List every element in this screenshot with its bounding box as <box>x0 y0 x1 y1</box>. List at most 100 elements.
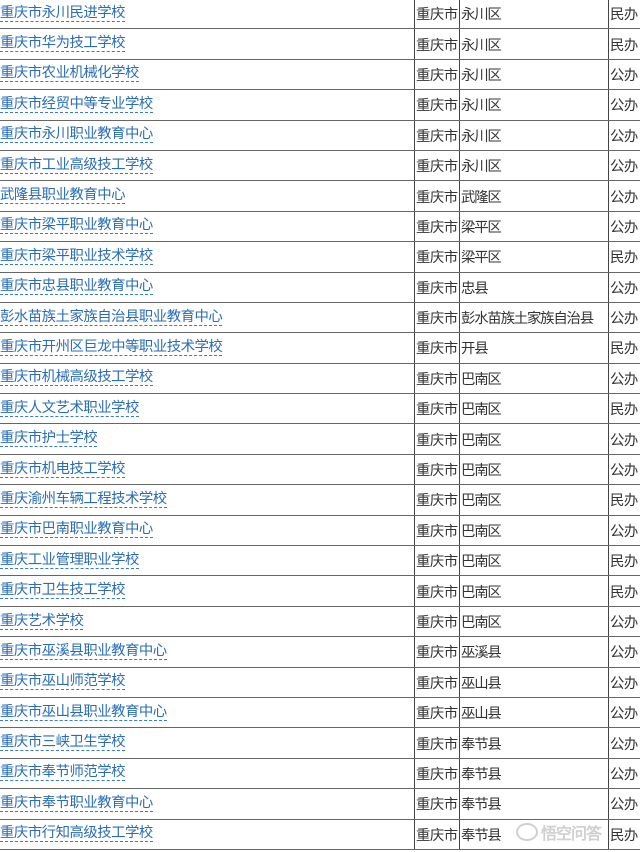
city-cell: 重庆市 <box>414 546 459 576</box>
type-cell: 公办 <box>608 90 640 120</box>
table-row: 重庆市巴南职业教育中心 重庆市 巴南区 公办 <box>0 515 640 547</box>
city-cell: 重庆市 <box>414 485 459 515</box>
school-name-cell: 重庆市农业机械化学校 <box>0 60 414 89</box>
district-cell: 梁平区 <box>459 242 608 272</box>
district-cell: 永川区 <box>459 90 608 120</box>
table-row: 重庆市奉节师范学校 重庆市 奉节县 公办 <box>0 758 640 790</box>
school-link[interactable]: 重庆市忠县职业教育中心 <box>0 278 153 296</box>
city-cell: 重庆市 <box>414 454 459 485</box>
school-name-cell: 重庆市奉节职业教育中心 <box>0 789 414 818</box>
type-cell: 公办 <box>608 758 640 789</box>
school-name-cell: 重庆市奉节师范学校 <box>0 759 414 788</box>
district-cell: 巴南区 <box>459 424 608 454</box>
district-cell: 永川区 <box>459 0 608 29</box>
table-row: 重庆人文艺术职业学校 重庆市 巴南区 民办 <box>0 394 640 425</box>
type-cell: 公办 <box>608 697 640 728</box>
city-cell: 重庆市 <box>414 424 459 454</box>
school-link[interactable]: 彭水苗族土家族自治县职业教育中心 <box>0 308 223 326</box>
table-row: 重庆市永川职业教育中心 重庆市 永川区 公办 <box>0 120 640 151</box>
school-link[interactable]: 重庆市梁平职业技术学校 <box>0 247 153 265</box>
type-cell: 民办 <box>608 576 640 606</box>
city-cell: 重庆市 <box>414 333 459 363</box>
school-name-cell: 重庆市梁平职业技术学校 <box>0 242 414 271</box>
school-link[interactable]: 重庆市行知高级技工学校 <box>0 825 153 843</box>
district-cell: 梁平区 <box>459 211 608 242</box>
school-name-cell: 重庆市护士学校 <box>0 424 414 453</box>
table-row: 重庆市巫溪县职业教育中心 重庆市 巫溪县 公办 <box>0 637 640 668</box>
school-link[interactable]: 重庆市机械高级技工学校 <box>0 369 153 387</box>
table-row: 重庆市巫山县职业教育中心 重庆市 巫山县 公办 <box>0 697 640 729</box>
school-link[interactable]: 武隆县职业教育中心 <box>0 187 126 205</box>
type-cell: 公办 <box>608 515 640 546</box>
table-row: 重庆市梁平职业技术学校 重庆市 梁平区 民办 <box>0 242 640 273</box>
table-row: 彭水苗族土家族自治县职业教育中心 重庆市 彭水苗族土家族自治县 公办 <box>0 302 640 334</box>
school-name-cell: 重庆市永川民进学校 <box>0 0 414 28</box>
district-cell: 巴南区 <box>459 606 608 637</box>
type-cell: 民办 <box>608 29 640 59</box>
type-cell: 公办 <box>608 211 640 242</box>
city-cell: 重庆市 <box>414 181 459 211</box>
table-row: 重庆市忠县职业教育中心 重庆市 忠县 公办 <box>0 272 640 303</box>
table-row: 重庆渝州车辆工程技术学校 重庆市 巴南区 民办 <box>0 485 640 516</box>
school-link[interactable]: 重庆人文艺术职业学校 <box>0 399 139 417</box>
city-cell: 重庆市 <box>414 242 459 272</box>
school-name-cell: 重庆渝州车辆工程技术学校 <box>0 485 414 514</box>
table-row: 重庆市华为技工学校 重庆市 永川区 民办 <box>0 29 640 60</box>
city-cell: 重庆市 <box>414 59 459 90</box>
district-cell: 奉节县 <box>459 819 608 849</box>
table-row: 重庆市行知高级技工学校 重庆市 奉节县 民办 <box>0 819 640 850</box>
school-link[interactable]: 重庆市开州区巨龙中等职业技术学校 <box>0 338 223 356</box>
school-link[interactable]: 重庆市巴南职业教育中心 <box>0 521 153 539</box>
table-row: 重庆市工业高级技工学校 重庆市 永川区 公办 <box>0 150 640 182</box>
type-cell: 公办 <box>608 728 640 758</box>
district-cell: 永川区 <box>459 120 608 150</box>
type-cell: 公办 <box>608 181 640 211</box>
district-cell: 巴南区 <box>459 394 608 424</box>
table-row: 武隆县职业教育中心 重庆市 武隆区 公办 <box>0 181 640 212</box>
city-cell: 重庆市 <box>414 515 459 546</box>
school-link[interactable]: 重庆市奉节职业教育中心 <box>0 794 153 812</box>
table-row: 重庆市护士学校 重庆市 巴南区 公办 <box>0 424 640 455</box>
school-link[interactable]: 重庆市护士学校 <box>0 430 98 448</box>
school-link[interactable]: 重庆市巫溪县职业教育中心 <box>0 642 167 660</box>
school-name-cell: 重庆市开州区巨龙中等职业技术学校 <box>0 333 414 362</box>
city-cell: 重庆市 <box>414 211 459 242</box>
school-link[interactable]: 重庆市三峡卫生学校 <box>0 734 126 752</box>
school-name-cell: 重庆市巫山师范学校 <box>0 668 414 697</box>
school-link[interactable]: 重庆市华为技工学校 <box>0 35 126 53</box>
district-cell: 奉节县 <box>459 789 608 819</box>
school-name-cell: 重庆艺术学校 <box>0 607 414 636</box>
school-link[interactable]: 重庆市巫山师范学校 <box>0 673 126 691</box>
table-row: 重庆市机电技工学校 重庆市 巴南区 公办 <box>0 454 640 486</box>
school-name-cell: 重庆市巫溪县职业教育中心 <box>0 637 414 666</box>
table-row: 重庆市永川民进学校 重庆市 永川区 民办 <box>0 0 640 30</box>
school-name-cell: 重庆市巫山县职业教育中心 <box>0 698 414 727</box>
table-row: 重庆市三峡卫生学校 重庆市 奉节县 公办 <box>0 728 640 759</box>
type-cell: 民办 <box>608 242 640 272</box>
school-link[interactable]: 重庆市奉节师范学校 <box>0 764 126 782</box>
table-row: 重庆市开州区巨龙中等职业技术学校 重庆市 开县 民办 <box>0 333 640 364</box>
type-cell: 民办 <box>608 333 640 363</box>
type-cell: 公办 <box>608 150 640 181</box>
school-link[interactable]: 重庆市经贸中等专业学校 <box>0 95 153 113</box>
type-cell: 民办 <box>608 819 640 849</box>
district-cell: 巴南区 <box>459 515 608 546</box>
school-link[interactable]: 重庆市巫山县职业教育中心 <box>0 703 167 721</box>
school-link[interactable]: 重庆市工业高级技工学校 <box>0 156 153 174</box>
school-name-cell: 重庆市梁平职业教育中心 <box>0 212 414 241</box>
school-link[interactable]: 重庆市农业机械化学校 <box>0 65 139 83</box>
school-link[interactable]: 重庆市梁平职业教育中心 <box>0 217 153 235</box>
school-link[interactable]: 重庆工业管理职业学校 <box>0 551 139 569</box>
city-cell: 重庆市 <box>414 697 459 728</box>
city-cell: 重庆市 <box>414 363 459 394</box>
table-row: 重庆市卫生技工学校 重庆市 巴南区 民办 <box>0 576 640 607</box>
type-cell: 公办 <box>608 363 640 394</box>
school-link[interactable]: 重庆市卫生技工学校 <box>0 582 126 600</box>
school-link[interactable]: 重庆市永川职业教育中心 <box>0 126 153 144</box>
school-link[interactable]: 重庆渝州车辆工程技术学校 <box>0 490 167 508</box>
school-name-cell: 重庆市机械高级技工学校 <box>0 364 414 393</box>
school-link[interactable]: 重庆艺术学校 <box>0 612 84 630</box>
school-link[interactable]: 重庆市永川民进学校 <box>0 4 126 22</box>
school-link[interactable]: 重庆市机电技工学校 <box>0 460 126 478</box>
